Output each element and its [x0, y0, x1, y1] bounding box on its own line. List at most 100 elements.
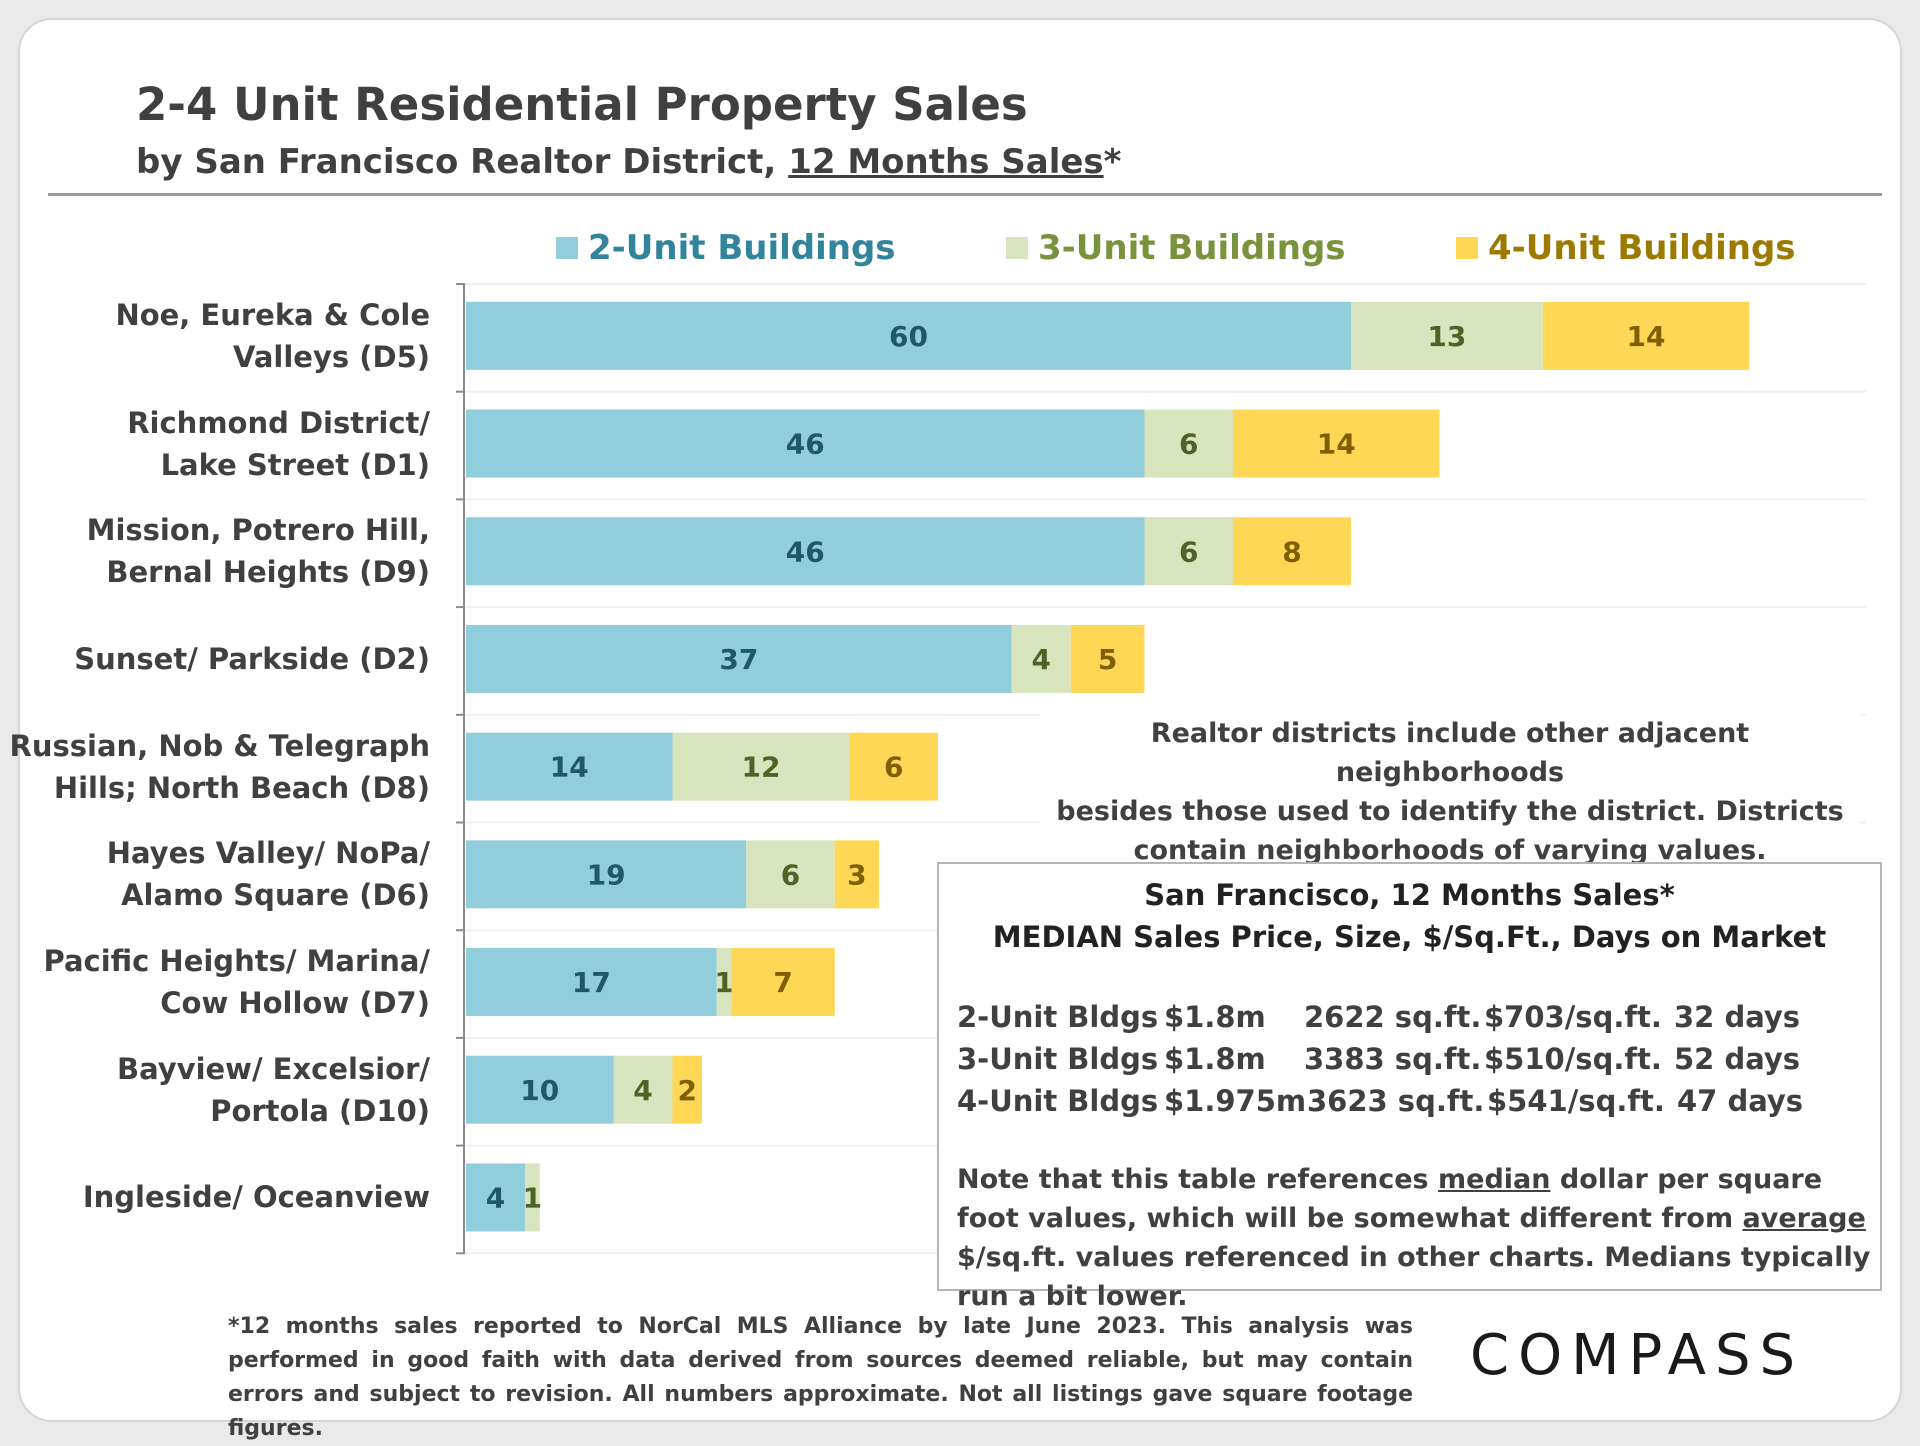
districts-note: Realtor districts include other adjacent…: [1040, 714, 1860, 870]
category-label-line: Hayes Valley/ NoPa/: [106, 836, 430, 871]
bar-2-unit: [466, 1163, 525, 1232]
stats-note-text: Note that this table references: [957, 1164, 1439, 1195]
stats-price: $1.8m: [1164, 1000, 1266, 1034]
data-label: 5: [1098, 643, 1117, 676]
bar-3-unit: [746, 840, 835, 909]
bar-3-unit: [1351, 301, 1543, 370]
stats-price: $1.8m: [1164, 1042, 1266, 1076]
stats-price: $1.975m: [1164, 1084, 1307, 1118]
subtitle-underlined: 12 Months Sales: [788, 142, 1104, 182]
bar-2-unit: [466, 1055, 614, 1124]
data-label: 14: [550, 751, 589, 784]
districts-note-line: contain neighborhoods of varying values.: [1133, 835, 1767, 866]
bar-3-unit: [525, 1163, 540, 1232]
districts-note-line: besides those used to identify the distr…: [1056, 796, 1844, 827]
category-label: Richmond District/Lake Street (D1): [0, 402, 430, 486]
stats-dom: 32 days: [1674, 1000, 1801, 1034]
data-label: 17: [572, 966, 611, 999]
category-label-line: Valleys (D5): [233, 339, 430, 374]
category-label-line: Hills; North Beach (D8): [53, 770, 430, 805]
bar-2-unit: [466, 948, 717, 1017]
subtitle-suffix: *: [1103, 142, 1122, 182]
stats-dom: 47 days: [1677, 1084, 1804, 1118]
stats-ppsf: $510/sq.ft.: [1484, 1042, 1662, 1076]
stats-note-text: dollar per square foot values, which wil…: [957, 1164, 1823, 1234]
bar-2-unit: [466, 409, 1145, 478]
data-label: 4: [1032, 643, 1051, 676]
stats-size: 2622 sq.ft.: [1304, 1000, 1482, 1034]
bar-2-unit: [466, 840, 747, 909]
bar-3-unit: [1011, 624, 1071, 693]
legend-swatch-2-unit: [556, 237, 578, 259]
stats-ppsf: $703/sq.ft.: [1484, 1000, 1662, 1034]
footnote: *12 months sales reported to NorCal MLS …: [228, 1314, 1413, 1441]
stats-dom: 52 days: [1674, 1042, 1801, 1076]
bar-3-unit: [672, 732, 850, 801]
category-label: Russian, Nob & Telegraph Hills; North Bea…: [0, 725, 430, 809]
bar-3-unit: [613, 1055, 673, 1124]
bar-4-unit: [1233, 517, 1351, 586]
category-label-line: Bernal Heights (D9): [106, 555, 430, 590]
compass-logo: COMPASS: [1470, 1323, 1805, 1388]
data-label: 1: [714, 966, 733, 999]
category-label-line: Portola (D10): [210, 1093, 430, 1128]
category-label-line: Ingleside/ Oceanview: [82, 1180, 430, 1215]
bar-2-unit: [466, 624, 1012, 693]
category-label-line: Mission, Potrero Hill,: [86, 513, 430, 548]
data-label: 13: [1427, 320, 1466, 353]
data-label: 8: [1282, 535, 1301, 568]
data-label: 3: [847, 858, 866, 891]
stats-type: 4-Unit Bldgs: [957, 1084, 1159, 1118]
category-label-line: Russian, Nob & Telegraph: [9, 728, 430, 763]
data-label: 6: [884, 751, 903, 784]
category-label-line: Lake Street (D1): [160, 447, 430, 482]
legend-label-4-unit: 4-Unit Buildings: [1488, 228, 1796, 268]
category-label: Hayes Valley/ NoPa/Alamo Square (D6): [0, 832, 430, 916]
bar-4-unit: [849, 732, 938, 801]
category-label: Mission, Potrero Hill, Bernal Heights (D9…: [0, 509, 430, 593]
data-label: 1: [523, 1181, 542, 1214]
data-label: 46: [786, 535, 825, 568]
data-label: 6: [1179, 428, 1198, 461]
title-divider: [48, 193, 1882, 196]
data-label: 6: [1179, 535, 1198, 568]
bar-2-unit: [466, 517, 1145, 586]
category-label-line: Noe, Eureka & Cole: [115, 297, 430, 332]
data-label: 10: [520, 1074, 559, 1107]
data-label: 14: [1627, 320, 1666, 353]
bar-3-unit: [716, 948, 732, 1017]
stats-type: 3-Unit Bldgs: [957, 1042, 1159, 1076]
data-label: 2: [678, 1074, 697, 1107]
bar-4-unit: [1542, 301, 1750, 370]
data-label: 37: [719, 643, 758, 676]
stats-note-average: average: [1742, 1203, 1866, 1234]
stats-heading-2: MEDIAN Sales Price, Size, $/Sq.Ft., Days…: [992, 920, 1827, 954]
legend-swatch-4-unit: [1456, 237, 1478, 259]
stats-note-text: $/sq.ft. values referenced in other char…: [957, 1242, 1871, 1312]
data-label: 4: [633, 1074, 652, 1107]
data-label: 46: [786, 428, 825, 461]
category-label-line: Richmond District/: [127, 405, 430, 440]
legend-item-4-unit: 4-Unit Buildings: [1456, 228, 1796, 268]
bar-4-unit: [672, 1055, 702, 1124]
category-label-line: Cow Hollow (D7): [160, 986, 430, 1021]
districts-note-line: Realtor districts include other adjacent…: [1150, 718, 1750, 788]
data-label: 7: [773, 966, 792, 999]
legend-swatch-3-unit: [1006, 237, 1028, 259]
data-label: 12: [742, 751, 781, 784]
stats-note: Note that this table references median d…: [957, 1160, 1872, 1316]
category-label: Sunset/ Parkside (D2): [0, 638, 430, 680]
subtitle-prefix: by San Francisco Realtor District,: [136, 142, 789, 182]
legend-item-3-unit: 3-Unit Buildings: [1006, 228, 1346, 268]
stats-size: 3383 sq.ft.: [1304, 1042, 1482, 1076]
legend-item-2-unit: 2-Unit Buildings: [556, 228, 896, 268]
category-label-line: Pacific Heights/ Marina/: [43, 944, 430, 979]
bar-4-unit: [1070, 624, 1145, 693]
category-label-line: Sunset/ Parkside (D2): [74, 641, 430, 676]
bar-4-unit: [1233, 409, 1440, 478]
bar-2-unit: [466, 732, 673, 801]
data-label: 60: [889, 320, 928, 353]
stats-heading-1: San Francisco, 12 Months Sales*: [1144, 878, 1675, 912]
stats-type: 2-Unit Bldgs: [957, 1000, 1159, 1034]
